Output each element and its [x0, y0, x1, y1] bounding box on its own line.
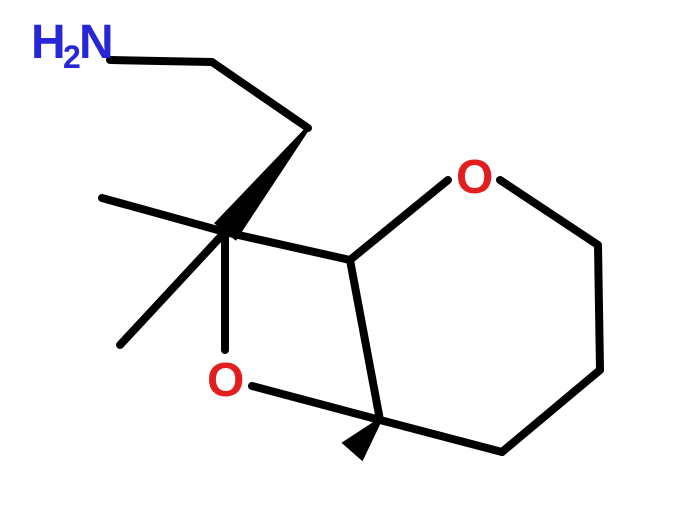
bond-single: [102, 198, 225, 232]
bonds-layer: [102, 60, 600, 461]
atom-label-O2: O: [207, 354, 244, 407]
bond-single: [225, 232, 350, 260]
bond-single: [502, 370, 600, 452]
bond-single: [252, 386, 380, 420]
bond-single: [110, 60, 212, 62]
atom-label-part: N: [79, 16, 114, 69]
bond-single: [350, 260, 380, 420]
atom-label-O1: O: [456, 151, 493, 204]
atom-label-part: O: [456, 151, 493, 204]
bond-single: [500, 180, 598, 245]
molecule-canvas: H2N O O: [0, 0, 684, 526]
atom-label-N: H2N: [31, 16, 114, 75]
atom-labels-layer: H2N O O: [31, 16, 493, 407]
bond-single: [350, 180, 448, 260]
bond-wedge: [341, 419, 381, 462]
atom-label-part: H: [31, 16, 66, 69]
bond-wedge: [214, 127, 310, 241]
atom-label-part: O: [207, 354, 244, 407]
bond-single: [212, 62, 308, 128]
bond-single: [120, 232, 225, 345]
bond-single: [598, 245, 600, 370]
bond-single: [380, 420, 502, 452]
